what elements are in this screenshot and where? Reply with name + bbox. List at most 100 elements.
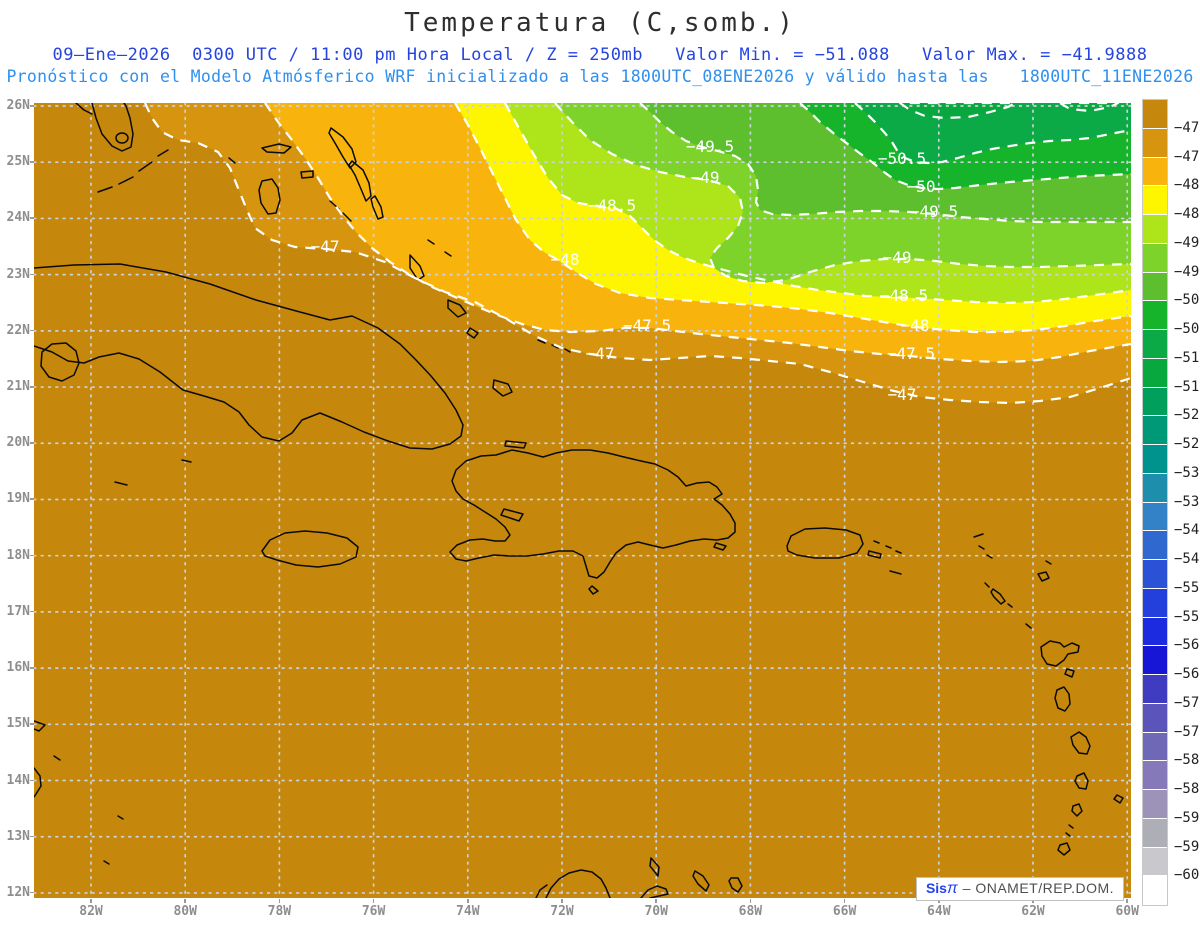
colorbar-label: −56: [1174, 637, 1200, 654]
coastline: [492, 379, 513, 397]
coastline: [1074, 772, 1089, 790]
lon-axis-label: 60W: [1115, 904, 1139, 919]
lon-axis-tick: [938, 899, 940, 903]
coastline: [504, 440, 527, 449]
coastline: [1065, 824, 1074, 837]
lat-axis-label: 24N: [6, 210, 30, 226]
coastline: [1025, 623, 1032, 629]
watermark-brand: Sis: [925, 880, 947, 896]
coastline: [34, 263, 464, 450]
colorbar: [1142, 99, 1168, 906]
contour-line: [639, 103, 1131, 224]
band-fill-cold-pocket: [1060, 103, 1118, 111]
coastline: [1070, 731, 1091, 755]
lon-axis-label: 82W: [79, 904, 103, 919]
coastline: [117, 815, 124, 820]
lon-axis-tick: [90, 899, 92, 903]
colorbar-segment: [1143, 445, 1167, 474]
lon-axis-label: 80W: [173, 904, 197, 919]
coastlines: [34, 103, 1124, 898]
contour-label: −48.5: [588, 196, 636, 215]
contour-line: [799, 103, 1131, 191]
colorbar-segment: [1143, 617, 1167, 647]
lat-axis-label: 17N: [6, 603, 30, 619]
lat-axis-label: 15N: [6, 716, 30, 732]
colorbar-segment: [1143, 588, 1167, 618]
lon-axis-tick: [184, 899, 186, 903]
coastline: [97, 149, 169, 193]
lat-axis-tick: [30, 554, 34, 557]
colorbar-label: −51.5: [1174, 378, 1200, 395]
contour-label: −47: [888, 385, 917, 404]
coastline: [873, 540, 902, 554]
coastline: [300, 170, 314, 179]
lat-axis-tick: [30, 835, 34, 838]
coastline: [1064, 668, 1075, 678]
lat-axis-label: 12N: [6, 884, 30, 900]
colorbar-label: −59.5: [1174, 838, 1200, 855]
colorbar-label: −47.5: [1174, 148, 1200, 165]
colorbar-segment: [1143, 272, 1167, 302]
lon-axis-tick: [749, 899, 752, 903]
page-title: Temperatura (C,somb.): [404, 8, 796, 38]
coastline: [867, 550, 882, 559]
colorbar-label: −53: [1174, 464, 1200, 481]
coastline: [103, 860, 110, 865]
subtitle-valid-time: 09–Ene–2026 0300 UTC / 11:00 pm Hora Loc…: [52, 45, 1148, 65]
coastline: [1045, 560, 1052, 565]
colorbar-segment: [1143, 301, 1167, 330]
contour-label: −47.5: [623, 316, 671, 335]
coastline: [535, 884, 548, 898]
temperature-shading-bands: [34, 103, 1131, 898]
lon-axis-label: 78W: [267, 904, 292, 919]
colorbar-label: −50.5: [1174, 321, 1200, 337]
lat-axis-tick: [30, 329, 34, 332]
contour-lines: [144, 103, 1131, 405]
map-plot: −47 −48 −48.5 −49 −49.5 −47.5 −47 −50.5 −50 −49.5…: [34, 103, 1131, 898]
lon-axis-label: 70W: [644, 904, 668, 919]
coastline: [261, 530, 359, 568]
coastline: [258, 178, 281, 215]
lon-axis-label: 64W: [927, 904, 951, 919]
lon-axis-tick: [655, 899, 657, 903]
coastline: [1054, 686, 1071, 712]
colorbar-label: −58: [1174, 752, 1200, 769]
lon-axis-tick: [561, 899, 563, 903]
colorbar-segment: [1143, 790, 1167, 819]
colorbar-segment: [1143, 560, 1167, 589]
colorbar-label: −47: [1174, 119, 1200, 136]
coastline: [990, 588, 1006, 605]
lon-axis-label: 62W: [1021, 904, 1045, 919]
colorbar-segment: [1143, 128, 1167, 158]
colorbar-label: −56.5: [1174, 666, 1200, 682]
colorbar-label: −54: [1174, 522, 1200, 539]
coastline: [427, 239, 452, 257]
colorbar-label: −49.5: [1174, 263, 1200, 280]
coastline: [409, 254, 425, 281]
colorbar-segment: [1143, 732, 1167, 762]
lon-axis-label: 76W: [361, 904, 386, 919]
colorbar-segment: [1143, 818, 1167, 848]
subtitle-model-info: Pronóstico con el Modelo Atmósferico WRF…: [6, 67, 1194, 86]
colorbar-segment: [1143, 358, 1167, 388]
colorbar-label: −48: [1174, 177, 1200, 194]
lon-axis-tick: [278, 899, 281, 903]
colorbar-label: −55.5: [1174, 608, 1200, 625]
band-fill: [855, 103, 1131, 163]
coastline: [53, 755, 61, 761]
lat-axis-tick: [30, 161, 34, 163]
lat-axis-tick: [30, 386, 34, 388]
coastline: [114, 459, 192, 486]
lat-axis-label: 13N: [6, 828, 30, 844]
colorbar-segment: [1143, 243, 1167, 273]
lat-axis-tick: [30, 723, 34, 725]
pi-logo-icon: π: [946, 880, 958, 897]
colorbar-label: −50: [1174, 292, 1200, 309]
lon-axis-tick: [843, 899, 846, 903]
coastline: [370, 195, 384, 220]
colorbar-label: −57.5: [1174, 723, 1200, 740]
colorbar-segment: [1143, 100, 1167, 129]
lat-axis-tick: [30, 779, 34, 782]
lon-axis-tick: [467, 899, 469, 903]
